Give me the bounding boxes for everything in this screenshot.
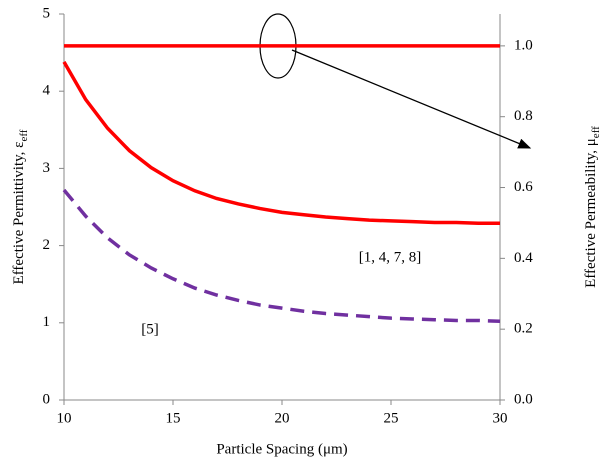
y2-tick-label: 0.0 <box>514 391 533 407</box>
y-axis-label-sub: eff <box>18 129 30 141</box>
y2-axis-label-main: Effective Permeability, μ <box>583 138 599 288</box>
y-axis-label: Effective Permittivity, εeff <box>11 129 29 284</box>
y2-axis-label: Effective Permeability, μeff <box>583 126 601 288</box>
x-tick-label: 25 <box>384 410 399 426</box>
x-tick-label: 20 <box>275 410 290 426</box>
y-tick-label: 5 <box>43 5 51 21</box>
y2-tick-label: 1.0 <box>514 37 533 53</box>
data-line <box>62 60 500 225</box>
y2-axis-label-sub: eff <box>590 126 602 138</box>
y-tick-label: 1 <box>43 314 51 330</box>
y-tick-label: 2 <box>43 237 51 253</box>
annotation: [5] <box>141 321 159 337</box>
y2-tick-label: 0.6 <box>514 179 533 195</box>
x-tick-label: 10 <box>57 410 72 426</box>
y-tick-label: 0 <box>43 391 51 407</box>
arrow <box>291 49 532 149</box>
y-axis-label-main: Effective Permittivity, ε <box>11 142 27 285</box>
y-tick-label: 3 <box>43 160 51 176</box>
x-tick-label: 15 <box>166 410 181 426</box>
y2-tick-label: 0.4 <box>514 250 533 266</box>
y2-tick-label: 0.2 <box>514 321 533 337</box>
y-tick-label: 4 <box>43 83 51 99</box>
x-axis-label: Particle Spacing (μm) <box>216 441 347 457</box>
annotation: [1, 4, 7, 8] <box>359 249 422 265</box>
data-line <box>62 188 501 324</box>
y2-tick-label: 0.8 <box>514 108 533 124</box>
x-tick-label: 30 <box>493 410 508 426</box>
